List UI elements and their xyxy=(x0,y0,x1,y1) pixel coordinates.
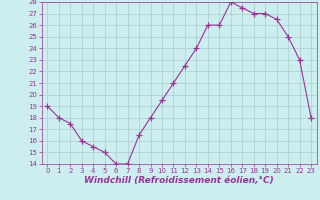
X-axis label: Windchill (Refroidissement éolien,°C): Windchill (Refroidissement éolien,°C) xyxy=(84,176,274,185)
